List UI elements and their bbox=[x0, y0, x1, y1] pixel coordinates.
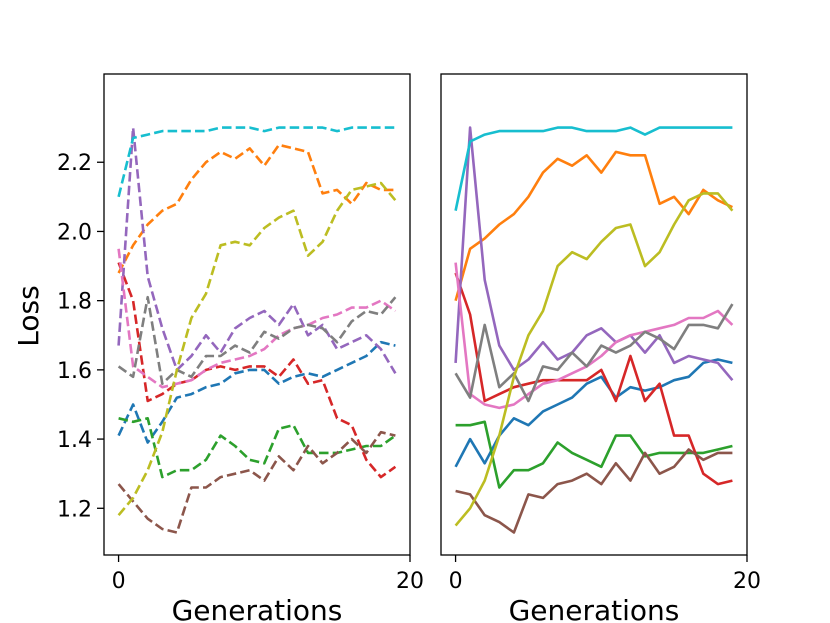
series-line-3 bbox=[118, 416, 397, 479]
series-group bbox=[117, 126, 397, 534]
series-line-8 bbox=[454, 303, 734, 403]
panels: 0 20 1.2 1.4 1.6 1.8 2.0 2.2 Generations 0 20 Gener… bbox=[57, 73, 761, 623]
y-tick-label: 1.4 bbox=[57, 428, 92, 453]
series-line-1 bbox=[117, 340, 396, 444]
series-line-10 bbox=[454, 126, 733, 211]
x-tick-label: 0 bbox=[112, 569, 126, 594]
plot-frame bbox=[103, 73, 411, 556]
y-tick-label: 1.8 bbox=[57, 290, 92, 315]
x-axis-label: Generations bbox=[172, 594, 343, 623]
series-group bbox=[454, 126, 734, 534]
series-line-5 bbox=[454, 126, 734, 382]
x-tick-label: 20 bbox=[396, 569, 424, 594]
y-tick-label: 1.2 bbox=[57, 497, 92, 522]
series-line-10 bbox=[117, 126, 396, 198]
series-line-5 bbox=[117, 126, 397, 374]
y-tick-label: 2.0 bbox=[57, 220, 92, 245]
series-line-7 bbox=[454, 262, 734, 410]
series-line-7 bbox=[117, 248, 397, 389]
x-tick-label: 0 bbox=[449, 569, 463, 594]
series-line-9 bbox=[117, 181, 397, 517]
series-line-6 bbox=[455, 448, 733, 534]
x-axis-label: Generations bbox=[509, 594, 680, 623]
x-tick-label: 20 bbox=[733, 569, 761, 594]
series-line-6 bbox=[117, 430, 396, 534]
plot-frame bbox=[440, 73, 748, 556]
series-line-4 bbox=[117, 262, 397, 479]
series-line-9 bbox=[454, 192, 734, 527]
series-line-4 bbox=[454, 272, 733, 486]
series-line-2 bbox=[117, 143, 396, 274]
y-tick-label: 1.6 bbox=[57, 359, 92, 384]
panel-right: 0 20 Generations bbox=[440, 73, 761, 623]
series-line-1 bbox=[454, 358, 733, 468]
series-line-2 bbox=[454, 150, 733, 302]
y-axis-label: Loss bbox=[12, 285, 45, 346]
y-tick-label: 2.2 bbox=[57, 151, 92, 176]
panel-left: 0 20 1.2 1.4 1.6 1.8 2.0 2.2 Generations bbox=[57, 73, 424, 623]
series-line-8 bbox=[117, 295, 397, 386]
